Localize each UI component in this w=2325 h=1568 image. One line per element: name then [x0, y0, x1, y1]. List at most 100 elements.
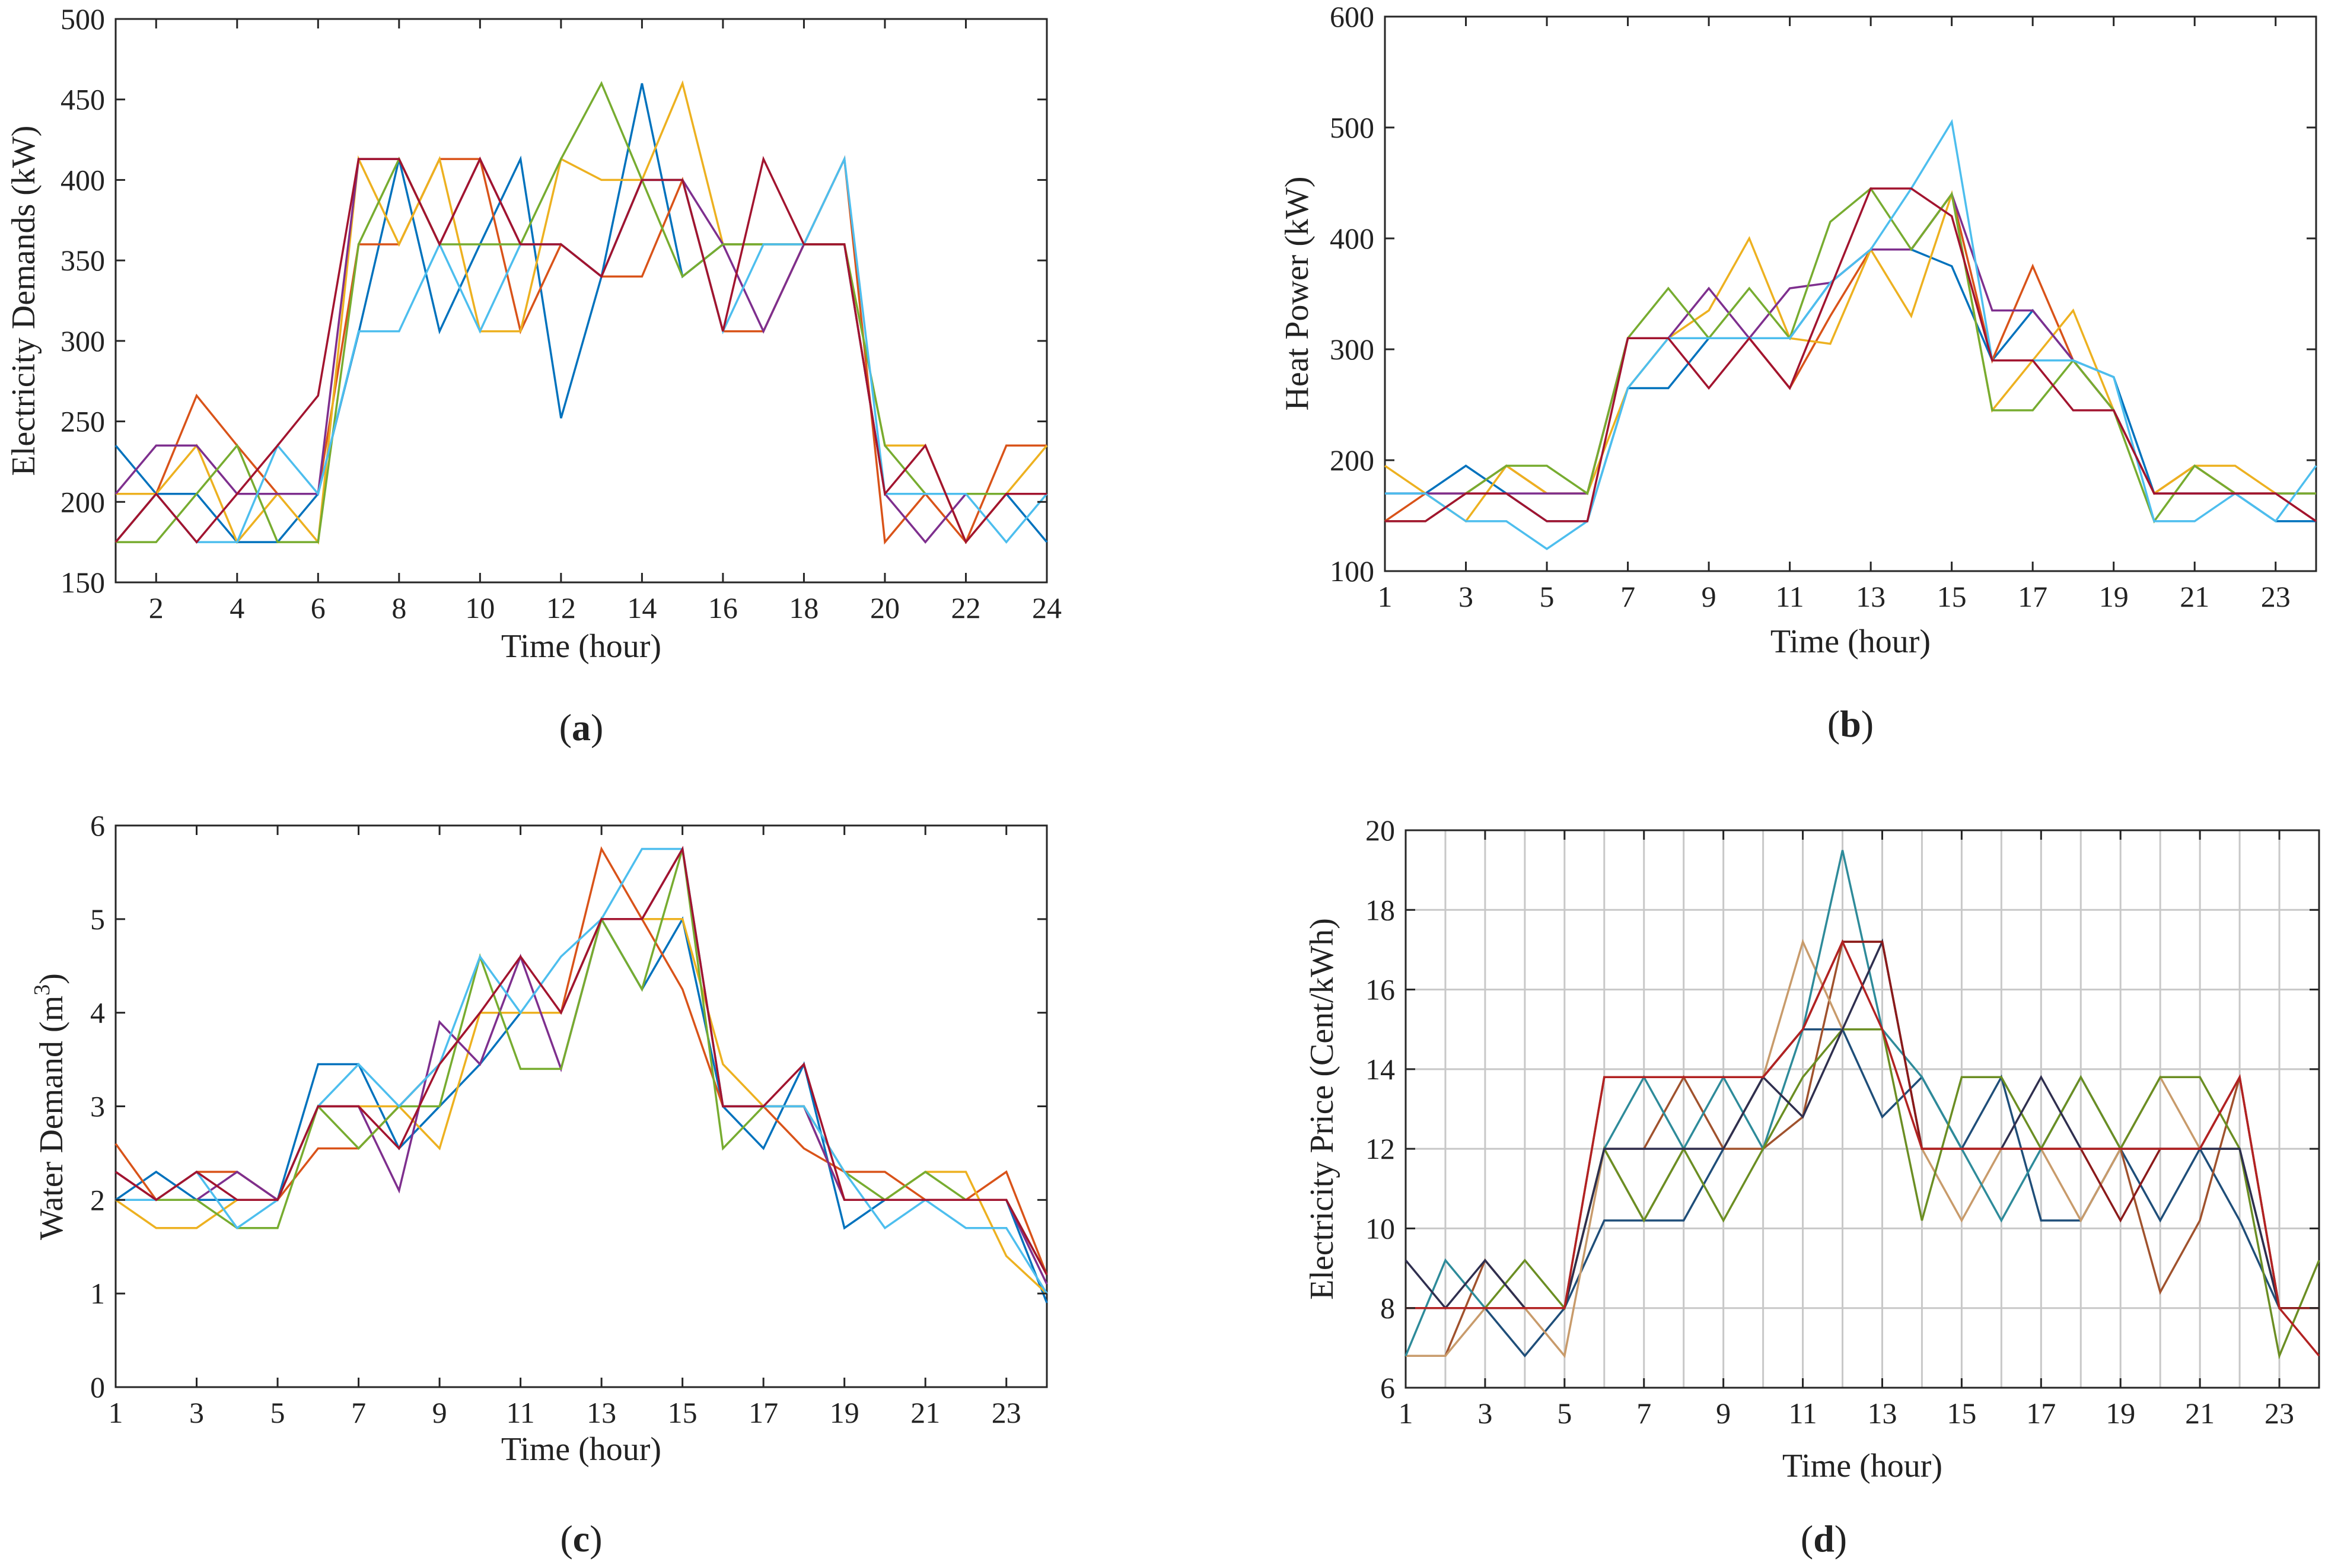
x-tick-label-b: 19: [2099, 580, 2129, 613]
y-tick-label-a: 200: [60, 485, 105, 518]
x-tick-label-c: 17: [749, 1396, 778, 1429]
x-tick-label-c: 9: [432, 1396, 447, 1429]
panel-letter-a: a: [572, 706, 591, 748]
series-group-d: [1404, 850, 2320, 1360]
x-axis-label-b: Time (hour): [1770, 623, 1931, 660]
y-axis-label-c: Water Demand (m3): [30, 973, 70, 1240]
x-tick-label-a: 18: [789, 591, 818, 624]
x-tick-label-d: 19: [2106, 1397, 2135, 1430]
panel-letter-c: c: [573, 1518, 590, 1560]
x-tick-label-b: 7: [1620, 580, 1635, 613]
x-axis-label-c: Time (hour): [501, 1431, 661, 1468]
series-line-c-1: [115, 916, 1048, 1304]
x-tick-label-b: 1: [1378, 580, 1393, 613]
x-tick-label-c: 13: [587, 1396, 616, 1429]
panel-label-a: (a): [559, 706, 604, 748]
y-axis-label-a: Electricity Demands (kW): [5, 126, 42, 476]
y-tick-label-d: 16: [1365, 973, 1395, 1006]
x-tick-label-a: 24: [1032, 591, 1062, 624]
series-line-c-4: [115, 846, 1048, 1285]
series-line-a-7: [114, 155, 1047, 544]
series-line-c-7: [115, 846, 1048, 1276]
x-tick-label-c: 1: [109, 1396, 123, 1429]
x-tick-label-c: 5: [270, 1396, 285, 1429]
x-tick-label-d: 3: [1477, 1397, 1492, 1430]
x-tick-label-c: 7: [351, 1396, 366, 1429]
x-tick-label-c: 3: [189, 1396, 204, 1429]
panel-letter-b: b: [1840, 703, 1861, 745]
x-tick-label-d: 1: [1399, 1397, 1413, 1430]
x-tick-label-d: 9: [1716, 1397, 1731, 1430]
panel-label-d: (d): [1801, 1518, 1847, 1560]
plot-area-d: [1404, 829, 2320, 1389]
x-tick-label-a: 14: [627, 591, 657, 624]
y-tick-label-d: 6: [1380, 1371, 1395, 1404]
y-axis-label-d: Electricity Price (Cent/kWh): [1304, 918, 1340, 1300]
ticks-a: 2 4 6 8 10 12 14 16 18 20 22 2415020025030035040045…: [60, 2, 1062, 624]
x-tick-label-b: 13: [1856, 580, 1886, 613]
panel-label-c: (c): [560, 1518, 602, 1560]
x-tick-label-b: 11: [1776, 580, 1804, 613]
x-tick-label-a: 16: [708, 591, 738, 624]
y-tick-label-c: 4: [90, 996, 105, 1030]
y-tick-label-b: 300: [1330, 333, 1374, 366]
x-tick-label-a: 6: [311, 591, 326, 624]
x-tick-label-b: 5: [1540, 580, 1555, 613]
y-tick-label-a: 500: [60, 2, 105, 36]
y-tick-label-d: 12: [1365, 1132, 1395, 1165]
x-tick-label-d: 13: [1867, 1397, 1897, 1430]
x-tick-label-a: 8: [391, 591, 406, 624]
series-line-b-3: [1384, 190, 2316, 523]
series-line-c-3: [115, 918, 1048, 1295]
series-line-d-5: [1406, 1028, 2320, 1360]
series-line-a-3: [116, 80, 1048, 545]
y-tick-label-a: 450: [60, 83, 105, 116]
series-line-b-6: [1385, 119, 2317, 550]
y-tick-label-c: 5: [90, 903, 105, 936]
y-axis-label-c-text: Water Demand (m: [33, 996, 70, 1240]
x-tick-label-a: 2: [149, 591, 164, 624]
y-tick-label-c: 0: [90, 1371, 105, 1404]
series-line-a-5: [116, 81, 1047, 543]
series-group-a: [114, 80, 1048, 545]
y-tick-label-a: 350: [60, 244, 105, 277]
x-axis-label-a: Time (hour): [501, 628, 661, 665]
y-tick-label-c: 2: [90, 1183, 105, 1216]
y-axis-label-c-suffix: ): [33, 973, 70, 984]
x-tick-label-d: 23: [2265, 1397, 2294, 1430]
series-line-d-8: [1406, 939, 2320, 1357]
series-line-d-1: [1406, 1028, 2319, 1358]
plot-area-b: [1384, 15, 2317, 572]
y-tick-label-c: 1: [90, 1277, 105, 1310]
y-axis-label-b: Heat Power (kW): [1279, 177, 1316, 411]
y-tick-label-d: 14: [1365, 1053, 1395, 1086]
x-tick-label-b: 17: [2018, 580, 2047, 613]
x-tick-label-b: 15: [1937, 580, 1967, 613]
plot-area-a: [114, 18, 1048, 584]
y-tick-label-c: 3: [90, 1090, 105, 1123]
x-tick-label-d: 5: [1557, 1397, 1572, 1430]
x-tick-label-c: 11: [507, 1396, 535, 1429]
x-tick-label-b: 3: [1458, 580, 1473, 613]
y-tick-label-d: 10: [1365, 1212, 1395, 1245]
x-tick-label-c: 21: [910, 1396, 940, 1429]
y-tick-label-b: 600: [1330, 0, 1374, 33]
y-tick-label-d: 20: [1365, 814, 1395, 847]
series-line-c-5: [116, 849, 1048, 1276]
plot-area-c: [114, 824, 1048, 1388]
x-axis-label-d: Time (hour): [1782, 1448, 1942, 1484]
series-group-c: [114, 846, 1048, 1304]
y-tick-label-c: 6: [90, 809, 105, 842]
series-line-b-1: [1385, 248, 2316, 522]
y-tick-label-d: 8: [1380, 1292, 1395, 1325]
x-tick-label-a: 12: [546, 591, 576, 624]
y-tick-label-d: 18: [1365, 893, 1395, 926]
y-tick-label-a: 300: [60, 324, 105, 358]
x-tick-label-b: 23: [2261, 580, 2291, 613]
